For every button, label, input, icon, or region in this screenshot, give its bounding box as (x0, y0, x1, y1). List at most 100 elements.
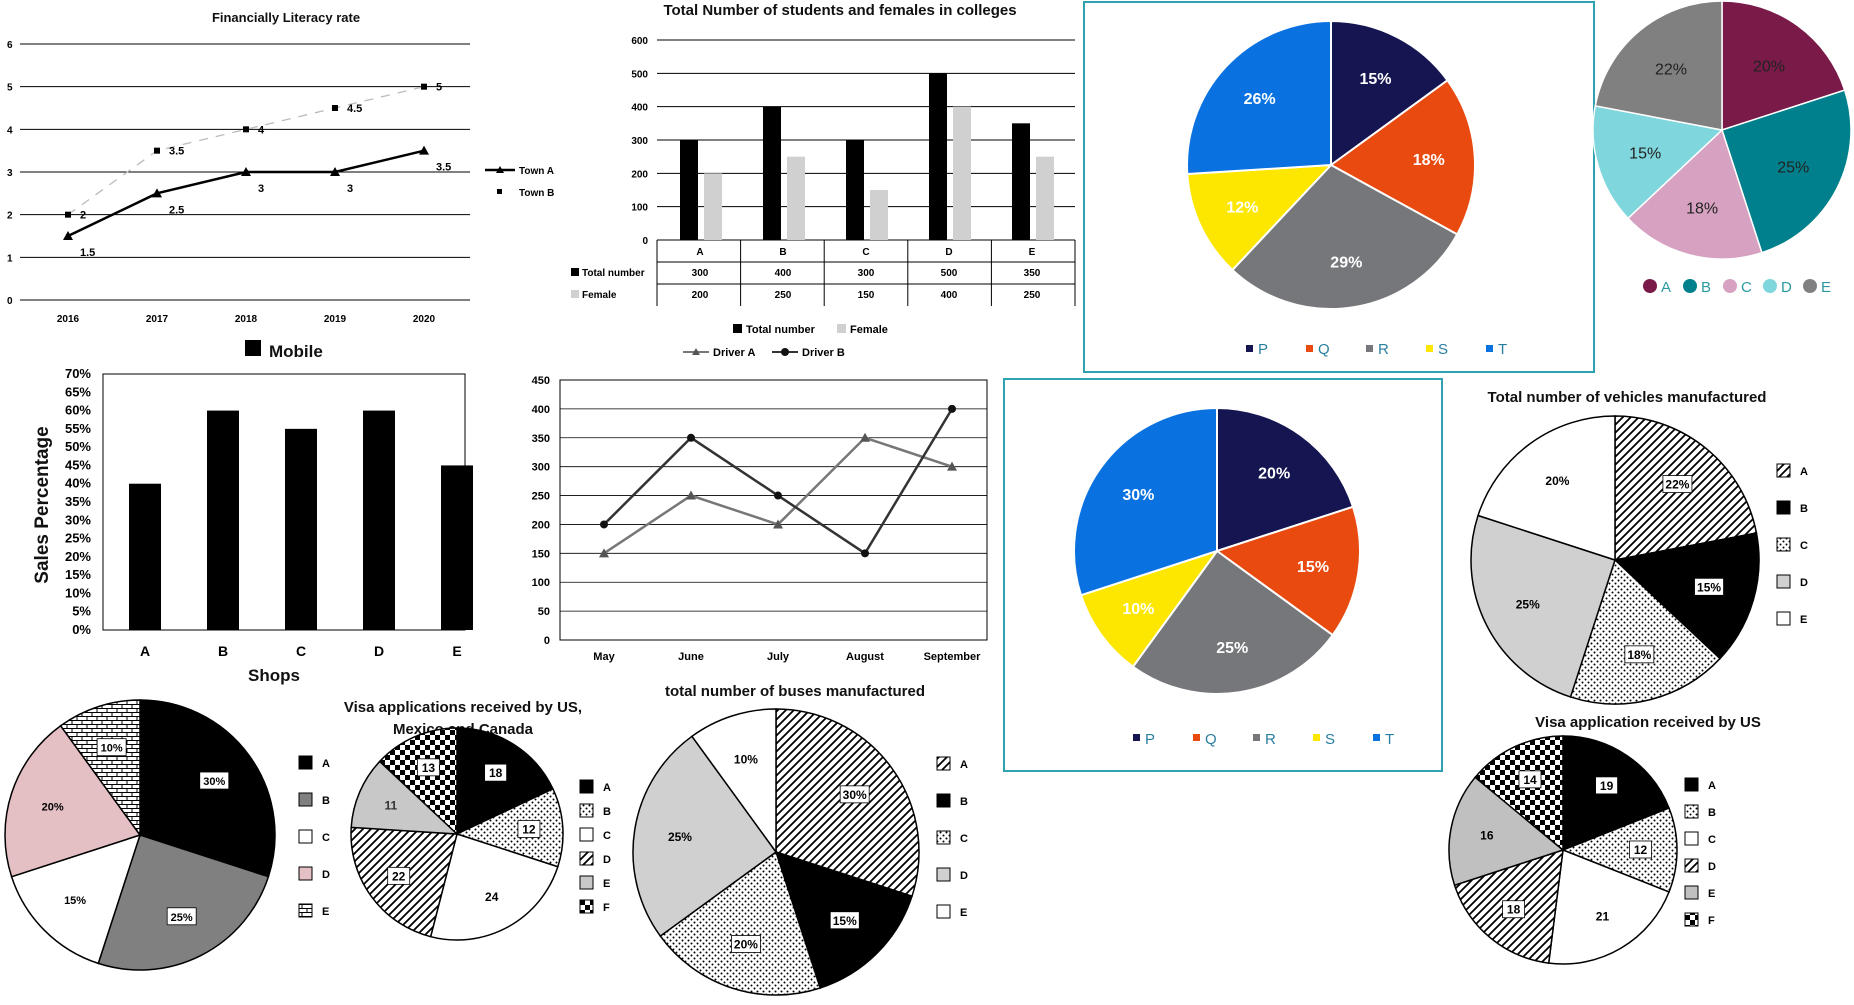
literacy-plot: 0 1 2 3 4 5 6 2016 2017 2018 2019 2020 2 3.5 4 4.5 5 1.5 2… (7, 40, 554, 325)
visa_us-value-box (1502, 900, 1525, 919)
drivers-ytick: 300 (532, 462, 550, 474)
visa_us_mex_can-legend-label: D (603, 854, 611, 866)
pie-pqrst-1-legend-label: P (1258, 341, 1268, 358)
drivers-plot-frame (559, 379, 988, 641)
mobile-bar (363, 410, 395, 630)
visa_us-legend-label: A (1708, 780, 1716, 792)
pie_patterns-legend-label: D (322, 869, 330, 881)
pie-pqrst-2-legend-label: R (1265, 731, 1276, 748)
colleges-row-label: Female (582, 290, 617, 301)
pie-abcde-legend-label: E (1821, 279, 1831, 296)
colleges-bar-female (1036, 156, 1054, 240)
pie-abcde-legend-label: B (1701, 279, 1711, 296)
mobile-xtick: C (296, 643, 306, 659)
vehicles-legend-swatch (1776, 463, 1791, 478)
drivers-ytick: 400 (532, 404, 550, 416)
pie-pqrst-2-legend-label: S (1325, 731, 1335, 748)
pie_patterns-value-box (166, 907, 197, 926)
pie-pqrst-1-slice (1330, 19, 1449, 167)
literacy-point-town-a (241, 167, 251, 176)
pie_patterns-value: 20% (42, 802, 64, 814)
literacy-label-town-b: 3.5 (169, 146, 184, 158)
vehicles-legend-label: D (1800, 577, 1808, 589)
mobile-ytick: 60% (65, 403, 91, 418)
literacy-ytick: 4 (7, 125, 13, 136)
legend-town-a-label: Town A (519, 166, 554, 177)
vehicles-slice (1569, 558, 1722, 705)
vehicles-legend-label: A (1800, 466, 1808, 478)
colleges-ytick: 200 (631, 169, 648, 180)
mobile-plot: 0% 5% 10% 15% 20% 25% 30% 35% 40% 45% 50% 55% 60% 65%… (65, 366, 473, 659)
mobile-ytick: 20% (65, 549, 91, 564)
drivers-chart: 0 50 100 150 200 250 300 350 400 450 May June July Au… (532, 347, 988, 663)
literacy-label-town-b: 4.5 (347, 103, 362, 115)
pie_patterns-legend-swatch (298, 792, 313, 807)
mobile-ytick: 35% (65, 494, 91, 509)
literacy-xtick: 2017 (146, 314, 169, 325)
drivers-point-b (687, 433, 695, 442)
visa_us-legend-label: F (1708, 915, 1715, 927)
literacy-xtick: 2016 (57, 314, 80, 325)
buses-slice (659, 850, 822, 996)
pie-pqrst-2: 20% 15% 25% 10% 30% P Q R S T (1073, 406, 1394, 748)
buses-slice (632, 735, 778, 938)
colleges-bar-female (870, 190, 888, 240)
mobile-bar (441, 465, 473, 630)
literacy-point-town-a (63, 231, 73, 240)
colleges-xtick: B (779, 247, 786, 258)
colleges-table-value: 200 (692, 290, 709, 301)
literacy-ytick: 3 (7, 168, 13, 179)
colleges-bar-female (787, 156, 805, 240)
drivers-ytick: 0 (544, 635, 550, 647)
pie-abcde-legend-label: A (1661, 279, 1671, 296)
buses-legend-swatch (936, 756, 951, 771)
pie-pqrst-2-value: 30% (1122, 487, 1154, 504)
vehicles-value: 20% (1545, 474, 1569, 488)
literacy-ytick: 5 (7, 83, 13, 94)
mobile-title: Mobile (269, 342, 323, 361)
literacy-xtick: 2019 (324, 314, 347, 325)
pie-pqrst-1-frame (1083, 1, 1595, 373)
colleges-row-swatch (571, 290, 579, 298)
visa_us-value-box (1595, 776, 1618, 795)
vehicles-legend-label: E (1800, 614, 1807, 626)
buses-pie: 30% 15% 20% 25% 10% A B C D E (632, 708, 968, 996)
visa_us-legend-swatch (1684, 831, 1699, 846)
mobile-ytick: 30% (65, 512, 91, 527)
pie-pqrst-1-legend-swatch (1246, 345, 1253, 352)
buses-legend-label: E (960, 907, 967, 919)
literacy-ytick: 0 (7, 296, 13, 307)
mobile-chart: Mobile Sales Percentage Shops 0% 5% 10% 15%… (32, 340, 473, 685)
literacy-label-town-a: 1.5 (80, 247, 95, 259)
vehicles-value-box (1624, 645, 1655, 664)
buses-legend-swatch (936, 867, 951, 882)
visa_us_mex_can-value: 22 (392, 869, 406, 883)
visa_us-legend-label: E (1708, 888, 1715, 900)
mobile-ytick: 10% (65, 585, 91, 600)
colleges-table-value: 300 (858, 268, 875, 279)
pie-abcde-value: 20% (1753, 58, 1785, 75)
pie-pqrst-1-value: 29% (1330, 255, 1362, 272)
visa_us-value: 21 (1596, 910, 1610, 924)
pie-pqrst-2-slice (1216, 406, 1355, 553)
colleges-ytick: 400 (631, 103, 648, 114)
pie-abcde-legend-label: D (1781, 279, 1792, 296)
pie-pqrst-1-value: 15% (1359, 71, 1391, 88)
mobile-xlabel: Shops (248, 666, 300, 685)
vehicles-value: 25% (1516, 597, 1540, 611)
drivers-point-b (774, 491, 782, 500)
literacy-ytick: 2 (7, 211, 13, 222)
visa_us_mex_can-legend-label: A (603, 782, 611, 794)
mobile-ytick: 65% (65, 384, 91, 399)
vehicles-value: 15% (1697, 580, 1721, 594)
colleges-bar-total (680, 140, 698, 240)
literacy-ytick: 6 (7, 40, 13, 51)
pie_patterns-slice (4, 724, 142, 878)
pie-abcde-value: 25% (1777, 159, 1809, 176)
vehicles-slice (1613, 532, 1760, 660)
drivers-xtick: August (846, 651, 884, 663)
vehicles-value: 22% (1665, 478, 1689, 492)
mobile-ytick: 50% (65, 439, 91, 454)
vehicles-value: 18% (1627, 648, 1651, 662)
